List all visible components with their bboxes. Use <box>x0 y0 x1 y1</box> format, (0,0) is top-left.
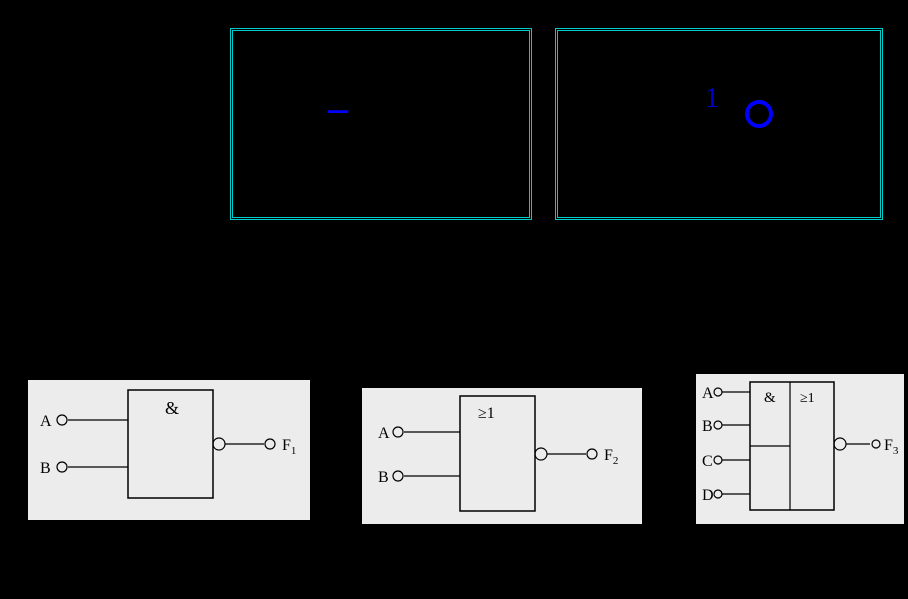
aoi-input-a-pin <box>714 388 722 396</box>
nor-neg-bubble <box>535 448 547 460</box>
nand-input-b-label: B <box>40 460 51 477</box>
nand-input-a-pin <box>57 415 67 425</box>
nand-neg-bubble <box>213 438 225 450</box>
nand-input-a-label: A <box>40 413 52 430</box>
nor-output-pin <box>587 449 597 459</box>
aoi-symbol-right: ≥1 <box>800 391 815 406</box>
aoi-output-label: F3 <box>884 437 899 457</box>
aoi-input-d-pin <box>714 490 722 498</box>
nand-symbol: & <box>165 398 179 418</box>
aoi-neg-bubble <box>834 438 846 450</box>
nor-input-a-label: A <box>378 425 390 442</box>
nand-output-pin <box>265 439 275 449</box>
nor-input-b-label: B <box>378 469 389 486</box>
aoi-input-d-label: D <box>702 487 714 504</box>
aoi-input-b-label: B <box>702 418 713 435</box>
nor-input-a-pin <box>393 427 403 437</box>
aoi-input-a-label: A <box>702 385 714 402</box>
nand-output-label: F1 <box>282 437 296 457</box>
aoi-input-b-pin <box>714 421 722 429</box>
diagram-svg: & A B F1 ≥1 A B F2 & ≥1 A B C D <box>0 0 908 599</box>
aoi-input-c-pin <box>714 456 722 464</box>
aoi-output-pin <box>872 440 880 448</box>
aoi-symbol-left: & <box>764 390 776 406</box>
nor-symbol: ≥1 <box>478 405 495 422</box>
nand-input-b-pin <box>57 462 67 472</box>
nor-input-b-pin <box>393 471 403 481</box>
nor-box <box>460 396 535 511</box>
nor-output-label: F2 <box>604 447 618 467</box>
aoi-input-c-label: C <box>702 453 713 470</box>
